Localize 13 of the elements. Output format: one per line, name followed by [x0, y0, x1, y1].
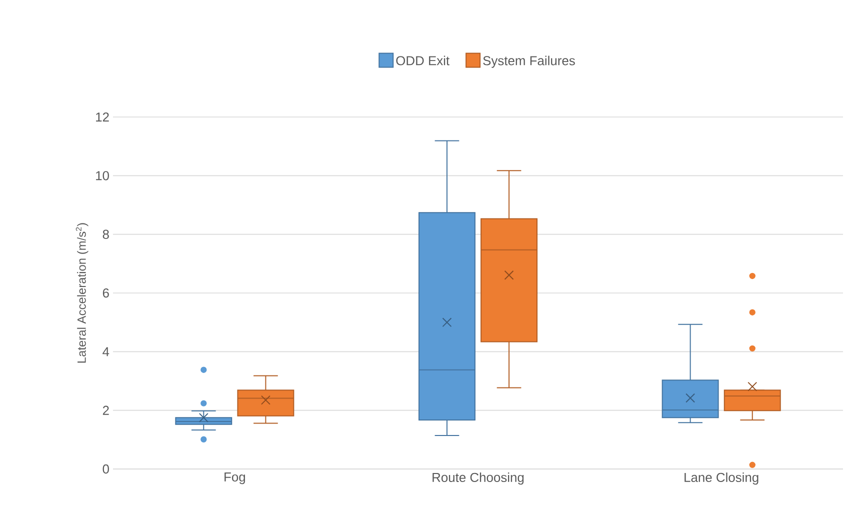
y-tick-label: 4	[102, 347, 110, 356]
y-tick-label: 10	[96, 171, 109, 180]
x-tick-label: Route Choosing	[432, 472, 524, 485]
legend-label: System Failures	[483, 56, 575, 68]
x-tick-label: Lane Closing	[684, 472, 758, 485]
y-tick-label: 8	[102, 230, 109, 239]
legend-label: ODD Exit	[396, 56, 450, 66]
y-tick-label: 12	[96, 112, 109, 122]
y-tick-label: 0	[102, 464, 109, 474]
y-axis-title: Lateral Acceleration (m/s$^{2}$)	[76, 223, 88, 363]
x-tick-label: Fog	[224, 472, 245, 484]
y-tick-label: 6	[102, 288, 109, 298]
y-tick-label: 2	[102, 406, 109, 415]
